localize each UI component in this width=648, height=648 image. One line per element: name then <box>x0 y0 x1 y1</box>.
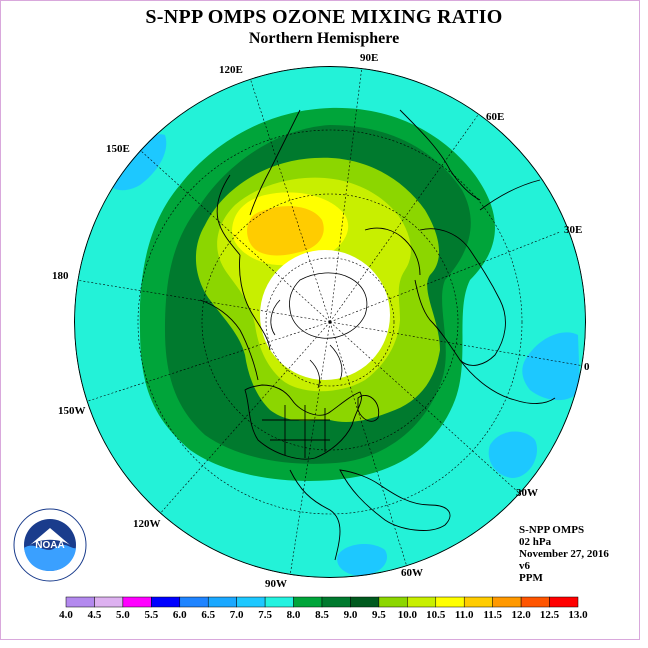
noaa-logo: NOAA <box>13 508 87 582</box>
colorbar-swatch <box>492 596 522 608</box>
colorbar: 4.0 4.5 5.0 5.5 6.0 6.5 7.0 7.5 8.0 8.5 9.0 9.5 10.0… <box>59 596 588 621</box>
colorbar-tick-label: 4.5 <box>88 609 102 621</box>
lon-label-30W: 30W <box>516 487 538 499</box>
colorbar-swatch <box>151 596 181 608</box>
colorbar-swatch <box>293 596 323 608</box>
ozone-region-orange <box>247 206 324 256</box>
colorbar-tick-label: 7.0 <box>230 609 244 621</box>
colorbar-swatch <box>520 596 550 608</box>
colorbar-swatch <box>207 596 237 608</box>
lon-label-0: 0 <box>584 361 590 373</box>
image-frame <box>0 0 640 640</box>
ozone-region-blue-150E <box>110 134 167 191</box>
colorbar-tick-label: 10.0 <box>398 609 418 621</box>
lon-label-30E: 30E <box>564 224 582 236</box>
colorbar-tick-label: 5.0 <box>116 609 130 621</box>
coastlines <box>199 109 556 561</box>
info-units: PPM <box>519 572 543 584</box>
colorbar-swatch <box>65 596 95 608</box>
ozone-region-blue-south <box>337 543 388 576</box>
info-instrument: S-NPP OMPS <box>519 524 585 536</box>
colorbar-tick-label: 9.5 <box>372 609 386 621</box>
colorbar-tick-label: 10.5 <box>426 609 446 621</box>
info-pressure: 02 hPa <box>519 536 552 548</box>
ozone-field <box>74 66 586 578</box>
colorbar-swatch <box>94 596 124 608</box>
colorbar-swatch <box>549 596 579 608</box>
colorbar-tick-label: 7.5 <box>258 609 272 621</box>
graticule <box>75 66 585 577</box>
lon-label-150E: 150E <box>106 143 130 155</box>
colorbar-tick-label: 4.0 <box>59 609 73 621</box>
colorbar-tick-label: 11.5 <box>483 609 502 621</box>
lon-label-60E: 60E <box>486 111 504 123</box>
info-version: v6 <box>519 560 530 572</box>
colorbar-tick-label: 12.5 <box>540 609 560 621</box>
lon-label-180: 180 <box>52 270 69 282</box>
polar-night-no-data <box>260 250 390 380</box>
lon-label-120W: 120W <box>133 518 161 530</box>
colorbar-swatch <box>435 596 465 608</box>
ozone-region-blue-0 <box>522 332 580 401</box>
colorbar-swatch <box>350 596 380 608</box>
colorbar-swatch <box>264 596 294 608</box>
page-subtitle: Northern Hemisphere <box>248 30 400 47</box>
colorbar-tick-label: 9.0 <box>344 609 358 621</box>
colorbar-swatch <box>321 596 351 608</box>
ozone-region-blue-30W <box>488 431 538 478</box>
arctic-coastlines <box>270 272 368 389</box>
map-boundary <box>74 66 586 578</box>
colorbar-tick-label: 13.0 <box>568 609 588 621</box>
colorbar-tick-label: 5.5 <box>144 609 158 621</box>
svg-text:NOAA: NOAA <box>35 540 64 551</box>
info-date: November 27, 2016 <box>519 548 609 560</box>
page-title: S-NPP OMPS OZONE MIXING RATIO <box>145 6 503 28</box>
colorbar-swatch <box>236 596 266 608</box>
colorbar-tick-label: 12.0 <box>511 609 531 621</box>
colorbar-swatch <box>378 596 408 608</box>
colorbar-swatch <box>179 596 209 608</box>
lon-label-90E: 90E <box>360 52 378 64</box>
colorbar-tick-label: 8.5 <box>315 609 329 621</box>
lon-label-120E: 120E <box>219 64 243 76</box>
colorbar-swatch <box>463 596 493 608</box>
colorbar-tick-label: 8.0 <box>287 609 301 621</box>
colorbar-swatch <box>407 596 437 608</box>
colorbar-tick-label: 6.0 <box>173 609 187 621</box>
lon-label-60W: 60W <box>401 567 423 579</box>
info-block: S-NPP OMPS 02 hPa November 27, 2016 v6 P… <box>519 524 609 584</box>
colorbar-tick-label: 11.0 <box>455 609 474 621</box>
colorbar-tick-label: 6.5 <box>201 609 215 621</box>
lon-label-90W: 90W <box>265 578 287 590</box>
lon-label-150W: 150W <box>58 405 86 417</box>
colorbar-swatch <box>122 596 152 608</box>
